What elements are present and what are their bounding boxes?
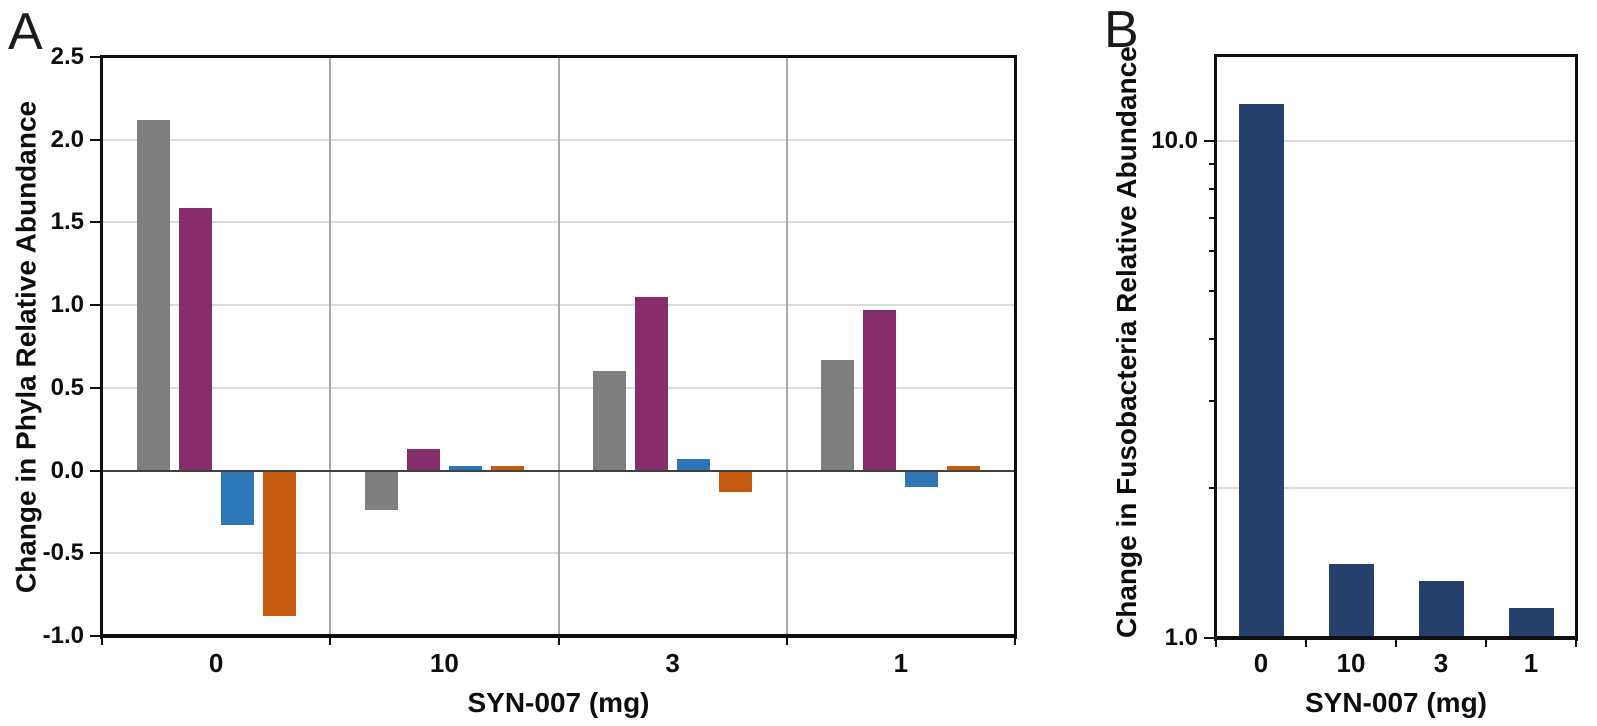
x-axis-tick [557,638,560,645]
y-minor-tick [1209,337,1216,340]
bar-gray-cat0 [136,119,170,471]
y-axis-tick [90,635,102,637]
y-tick-label: 0.0 [50,456,84,484]
plot-border-left [1214,54,1217,641]
gridline-vertical [785,57,788,636]
bar-purple-cat1 [863,310,897,471]
plot-border-right [1014,55,1017,639]
plot-border-bottom [1214,636,1578,640]
y-axis-tick [1204,637,1216,639]
plot-border-top [1214,54,1578,57]
bar-purple-cat0 [178,207,212,471]
x-axis-title: SYN-007 (mg) [1304,687,1488,718]
x-category-label: 10 [1336,648,1366,678]
bar-blue-cat3 [677,459,711,471]
y-minor-tick [1209,188,1216,191]
y-axis-title: Change in Phyla Relative Abundance [10,100,41,593]
x-axis-tick [1575,640,1577,647]
y-tick-label: -1.0 [42,622,84,649]
x-category-label: 0 [1253,648,1269,678]
x-category-label: 1 [893,648,909,678]
y-axis-tick [90,386,102,389]
plot-border-right [1575,54,1578,641]
x-axis-tick [1014,638,1016,645]
bar-purple-cat10 [406,449,440,471]
y-tick-label: 1.0 [50,291,84,319]
y-axis-tick [1204,140,1216,142]
bar-gray-cat10 [364,470,398,511]
y-axis-tick [90,138,102,141]
y-tick-label: 2.0 [50,125,84,153]
x-axis-tick [101,638,103,645]
y-axis-tick [90,552,102,555]
gridline-vertical [329,57,332,636]
bar-navy-cat0 [1238,103,1284,638]
x-axis-tick [1215,640,1217,647]
x-axis-tick [329,638,332,645]
plot-border-top [100,55,1017,58]
y-minor-tick [1209,487,1216,490]
gridline-horizontal [1216,487,1576,490]
y-axis-tick [90,304,102,307]
y-tick-label: 1.5 [50,208,84,236]
x-category-label: 10 [429,648,459,678]
panel-label-b: B [1104,1,1139,59]
x-category-label: 3 [665,648,680,678]
panel-label-a: A [8,3,43,61]
x-axis-title: SYN-007 (mg) [467,687,650,718]
bar-blue-cat0 [220,470,254,526]
x-axis-tick [1485,640,1487,647]
y-minor-tick [1209,162,1216,165]
bar-gray-cat3 [593,371,627,471]
bar-blue-cat10 [448,465,482,471]
y-tick-label: 10.0 [1151,127,1198,154]
zero-line [102,469,1015,472]
gridline-vertical [557,57,560,636]
bar-navy-cat1 [1508,607,1554,638]
y-minor-tick [1209,217,1216,219]
y-tick-label: 2.5 [50,43,84,70]
y-tick-label: 0.5 [50,373,84,401]
x-axis-tick [785,638,788,645]
x-axis-tick [1305,640,1307,647]
y-tick-label: -0.5 [42,539,84,567]
bar-gray-cat1 [821,359,855,471]
bar-orange-cat3 [719,470,753,493]
y-minor-tick [1209,289,1216,292]
y-minor-tick [1209,399,1216,402]
plot-border-left [100,55,103,639]
plot-border-bottom [100,634,1017,638]
gridline-horizontal [1216,140,1576,142]
y-axis-tick [90,56,102,58]
x-category-label: 0 [208,648,224,678]
bar-purple-cat3 [635,296,669,471]
y-tick-label: 1.0 [1164,624,1198,651]
bar-orange-cat10 [490,465,524,471]
bar-orange-cat1 [947,465,981,471]
x-axis-tick [1395,640,1397,647]
bar-navy-cat3 [1418,581,1464,638]
y-axis-tick [90,469,102,472]
bar-blue-cat1 [905,470,939,488]
y-axis-tick [90,221,102,224]
x-category-label: 3 [1433,648,1449,678]
x-category-label: 1 [1523,648,1539,678]
bar-orange-cat0 [262,470,296,617]
bar-navy-cat10 [1328,563,1374,638]
y-minor-tick [1209,250,1216,253]
y-axis-title: Change in Fusobacteria Relative Abundanc… [1111,46,1142,638]
